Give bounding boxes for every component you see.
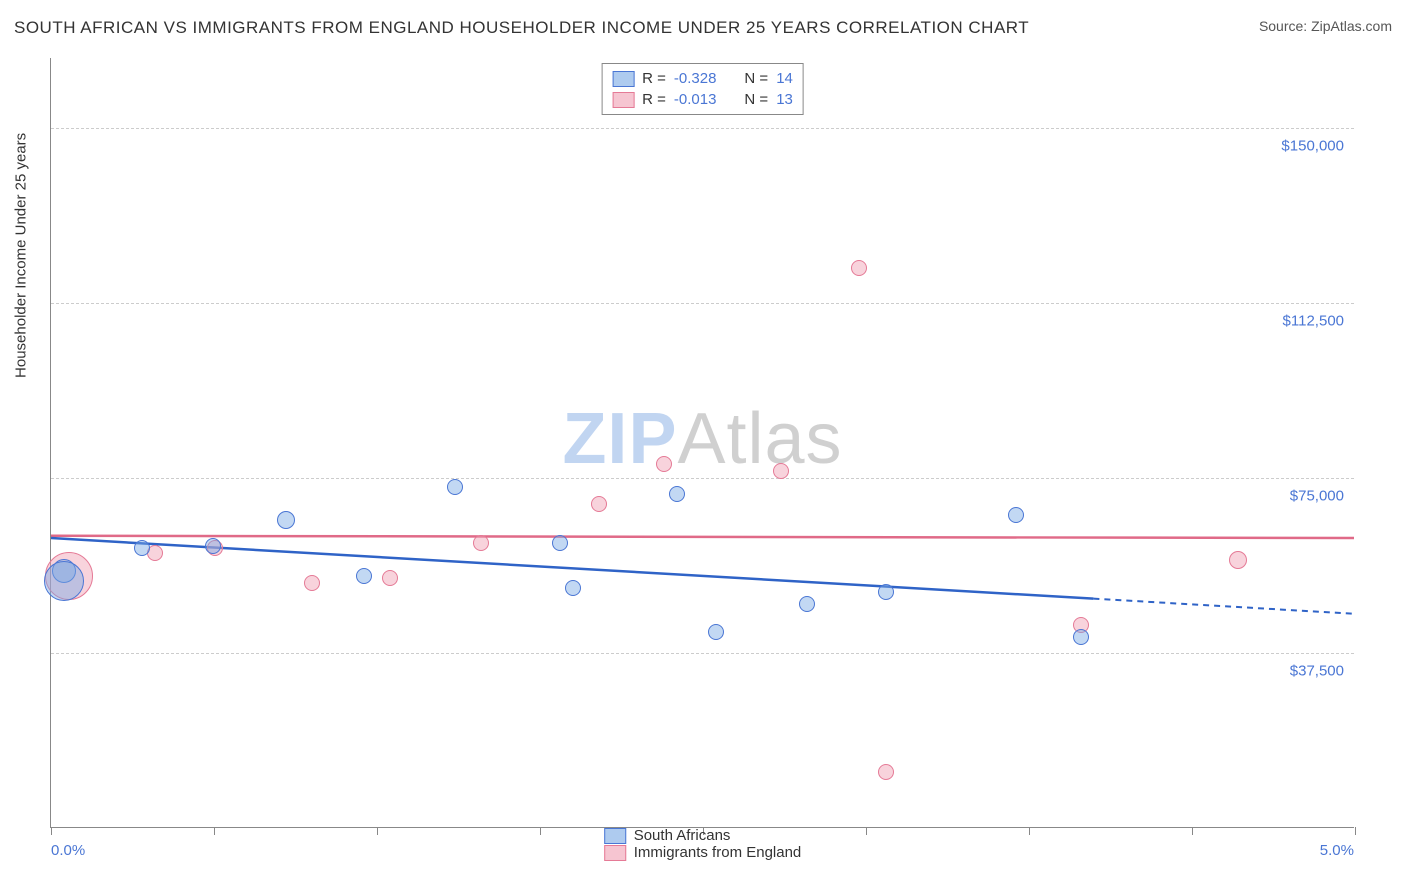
- n-label: N =: [744, 70, 768, 87]
- x-tick: [866, 827, 867, 835]
- south-africans-point[interactable]: [356, 568, 372, 584]
- trend-line-blue-extrapolated: [1093, 599, 1354, 614]
- south-africans-point[interactable]: [669, 486, 685, 502]
- series-legend: South AfricansImmigrants from England: [604, 827, 802, 861]
- series-legend-item[interactable]: South Africans: [604, 827, 802, 844]
- south-africans-point[interactable]: [44, 561, 84, 601]
- series-legend-item[interactable]: Immigrants from England: [604, 844, 802, 861]
- correlation-legend-row: R = -0.328 N = 14: [612, 68, 793, 89]
- gridline: [51, 128, 1354, 129]
- gridline: [51, 653, 1354, 654]
- correlation-legend-row: R = -0.013 N = 13: [612, 89, 793, 110]
- x-axis-max-label: 5.0%: [1320, 842, 1354, 859]
- r-label: R =: [642, 91, 666, 108]
- y-tick-label: $112,500: [1283, 313, 1344, 330]
- gridline: [51, 303, 1354, 304]
- series-legend-label: Immigrants from England: [634, 844, 802, 861]
- south-africans-point[interactable]: [1073, 629, 1089, 645]
- y-tick-label: $37,500: [1290, 663, 1344, 680]
- south-africans-point[interactable]: [878, 584, 894, 600]
- watermark-atlas: Atlas: [677, 398, 842, 478]
- immigrants-england-point[interactable]: [304, 575, 320, 591]
- chart-title: SOUTH AFRICAN VS IMMIGRANTS FROM ENGLAND…: [14, 18, 1029, 37]
- legend-swatch-pink-icon: [612, 92, 634, 108]
- n-value: 13: [776, 91, 793, 108]
- immigrants-england-point[interactable]: [773, 463, 789, 479]
- south-africans-point[interactable]: [565, 580, 581, 596]
- x-tick: [1192, 827, 1193, 835]
- x-tick: [214, 827, 215, 835]
- gridline: [51, 478, 1354, 479]
- legend-swatch-blue-icon: [604, 828, 626, 844]
- south-africans-point[interactable]: [1008, 507, 1024, 523]
- immigrants-england-point[interactable]: [382, 570, 398, 586]
- trend-line-pink: [51, 536, 1354, 538]
- immigrants-england-point[interactable]: [591, 496, 607, 512]
- r-value: -0.328: [674, 70, 717, 87]
- n-value: 14: [776, 70, 793, 87]
- immigrants-england-point[interactable]: [656, 456, 672, 472]
- immigrants-england-point[interactable]: [851, 260, 867, 276]
- x-tick: [1029, 827, 1030, 835]
- x-axis-min-label: 0.0%: [51, 842, 85, 859]
- trend-lines: [51, 58, 1354, 827]
- x-tick: [540, 827, 541, 835]
- immigrants-england-point[interactable]: [1229, 551, 1247, 569]
- south-africans-point[interactable]: [277, 511, 295, 529]
- correlation-legend: R = -0.328 N = 14 R = -0.013 N = 13: [601, 63, 804, 115]
- r-label: R =: [642, 70, 666, 87]
- south-africans-point[interactable]: [708, 624, 724, 640]
- south-africans-point[interactable]: [205, 538, 221, 554]
- n-label: N =: [744, 91, 768, 108]
- series-legend-label: South Africans: [634, 827, 731, 844]
- x-tick: [51, 827, 52, 835]
- chart-plot-area: Householder Income Under 25 years $37,50…: [50, 58, 1354, 828]
- legend-swatch-pink-icon: [604, 845, 626, 861]
- south-africans-point[interactable]: [552, 535, 568, 551]
- x-tick: [1355, 827, 1356, 835]
- x-tick: [377, 827, 378, 835]
- immigrants-england-point[interactable]: [878, 764, 894, 780]
- chart-header: SOUTH AFRICAN VS IMMIGRANTS FROM ENGLAND…: [14, 18, 1392, 48]
- y-tick-label: $150,000: [1281, 138, 1344, 155]
- r-value: -0.013: [674, 91, 717, 108]
- watermark: ZIPAtlas: [562, 397, 842, 479]
- source-label: Source: ZipAtlas.com: [1259, 18, 1392, 34]
- y-axis-title: Householder Income Under 25 years: [13, 132, 30, 377]
- south-africans-point[interactable]: [799, 596, 815, 612]
- immigrants-england-point[interactable]: [473, 535, 489, 551]
- y-tick-label: $75,000: [1290, 488, 1344, 505]
- legend-swatch-blue-icon: [612, 71, 634, 87]
- south-africans-point[interactable]: [134, 540, 150, 556]
- south-africans-point[interactable]: [447, 479, 463, 495]
